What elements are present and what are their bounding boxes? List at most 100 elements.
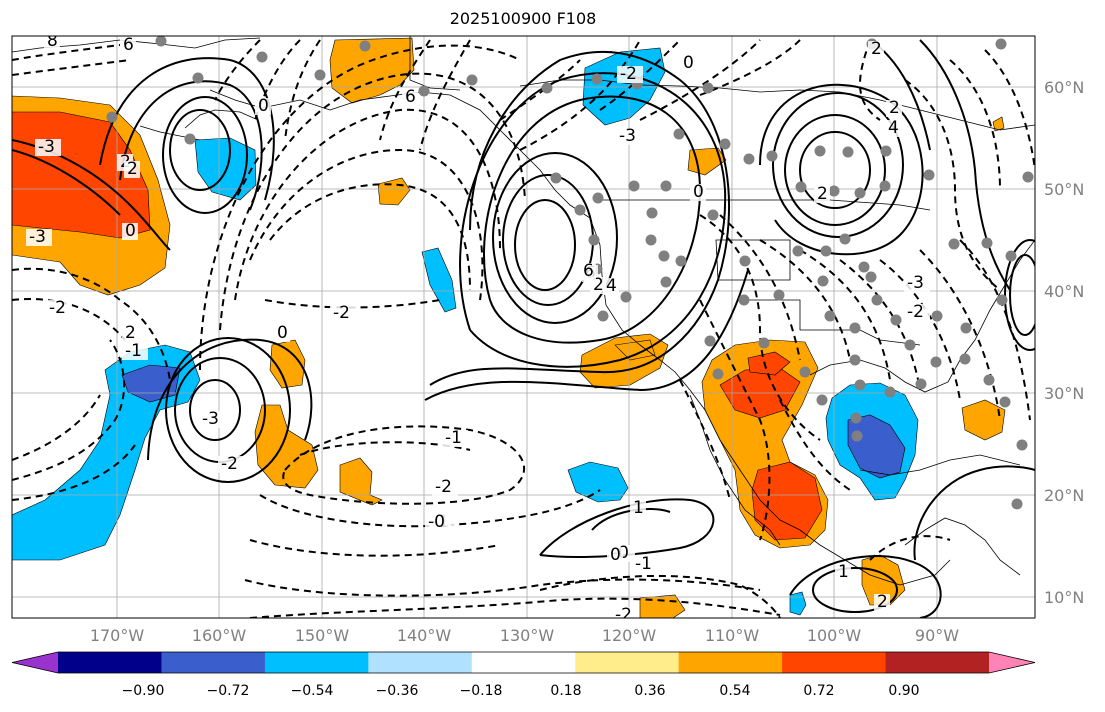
station-dot	[550, 172, 562, 184]
colorbar-extend-low	[12, 652, 58, 673]
contour-label-bg	[425, 514, 451, 531]
contour-label-bg	[886, 100, 902, 117]
station-dot	[758, 337, 770, 349]
station-dot	[646, 207, 658, 219]
station-dot	[865, 271, 877, 283]
contour-label: -3	[202, 409, 219, 429]
station-dot	[828, 185, 840, 197]
station-dot	[359, 40, 371, 52]
contour-label-bg	[122, 343, 148, 360]
station-dot	[591, 73, 603, 85]
contour-label: 1	[838, 562, 849, 582]
station-dot	[712, 368, 724, 380]
station-dot	[849, 354, 861, 366]
station-dot	[704, 335, 716, 347]
colorbar-tick-label: 0.18	[550, 683, 582, 699]
contour-label-bg	[603, 278, 619, 295]
contour-label-bg	[199, 411, 225, 428]
contour-label: 2	[127, 159, 138, 179]
contour-label: 0	[610, 545, 621, 565]
colorbar-swatch	[161, 652, 266, 673]
station-dot	[1005, 250, 1017, 262]
station-dot	[660, 276, 672, 288]
colorbar-tick-label: −0.18	[459, 683, 503, 699]
colorbar-swatch	[471, 652, 576, 673]
contour-label: 6	[583, 261, 594, 281]
contour-label: 0	[683, 53, 694, 73]
lat-label: 50°N	[1044, 180, 1085, 199]
contour-label-bg	[26, 229, 52, 246]
station-dot	[658, 250, 670, 262]
contour-label: -2	[435, 477, 452, 497]
positive-contours	[12, 39, 1035, 618]
contour-label-bg	[402, 89, 418, 106]
station-dot	[707, 209, 719, 221]
map-frame	[11, 35, 1036, 619]
colorbar	[11, 651, 1036, 674]
colorbar-swatch	[782, 652, 887, 673]
station-dot	[923, 169, 935, 181]
colorbar-outline	[11, 651, 1036, 674]
contour-label: -2	[907, 302, 924, 322]
station-dot	[1016, 439, 1028, 451]
station-dot	[842, 146, 854, 158]
colorbar-tick-label: 0.72	[803, 683, 835, 699]
contour-label-bg	[330, 305, 356, 322]
contour-label-bg	[124, 161, 140, 178]
contour-label: 2	[125, 323, 136, 343]
station-dot	[850, 412, 862, 424]
station-dot	[574, 204, 586, 216]
station-dot	[766, 150, 778, 162]
station-dot	[620, 291, 632, 303]
contour-label-bg	[617, 66, 643, 83]
station-dot	[915, 378, 927, 390]
station-dot	[948, 238, 960, 250]
lat-label: 40°N	[1044, 282, 1085, 301]
colorbar-tick-label: −0.54	[290, 683, 334, 699]
station-dot	[738, 294, 750, 306]
station-dot	[814, 145, 826, 157]
contour-label-bg	[835, 564, 851, 581]
contour-label-bg	[590, 277, 606, 294]
lon-label: 110°W	[704, 626, 760, 645]
contour-label: 0	[693, 182, 704, 202]
contour-label: 2	[877, 592, 888, 612]
station-dot	[719, 138, 731, 150]
station-dot	[960, 322, 972, 334]
contour-label: -3	[29, 227, 46, 247]
station-dot	[773, 289, 785, 301]
colorbar-swatch	[58, 652, 162, 673]
colorbar-swatch	[678, 652, 783, 673]
station-dot	[792, 245, 804, 257]
lat-label: 20°N	[1044, 486, 1085, 505]
contour-label: 6	[123, 35, 134, 55]
colorbar-tick-label: 0.90	[888, 683, 920, 699]
station-dot	[1022, 171, 1034, 183]
contour-label: 0	[277, 323, 288, 343]
contour-label-bg	[442, 430, 468, 447]
contour-label: -2	[221, 454, 238, 474]
station-dot	[743, 153, 755, 165]
lat-label: 10°N	[1044, 588, 1085, 607]
contour-label-bg	[122, 223, 138, 240]
station-dot	[981, 237, 993, 249]
contour-label: 6	[405, 87, 416, 107]
station-dot	[592, 192, 604, 204]
contour-label: 0	[258, 96, 269, 116]
station-dot	[879, 180, 891, 192]
contour-label: -2	[333, 303, 350, 323]
contour-label: -2	[620, 64, 637, 84]
contour-label: -0	[428, 512, 445, 532]
contour-label: 4	[888, 118, 899, 138]
contour-label-bg	[35, 139, 61, 156]
station-dot	[739, 255, 751, 267]
station-dot	[702, 82, 714, 94]
lon-label: 120°W	[601, 626, 657, 645]
colorbar-swatch	[885, 652, 990, 673]
colorbar-swatch	[575, 652, 680, 673]
station-dot	[1011, 498, 1023, 510]
contour-label-bg	[44, 36, 60, 50]
contour-label-bg	[630, 500, 646, 517]
colorbar-tick-label: −0.90	[121, 683, 165, 699]
